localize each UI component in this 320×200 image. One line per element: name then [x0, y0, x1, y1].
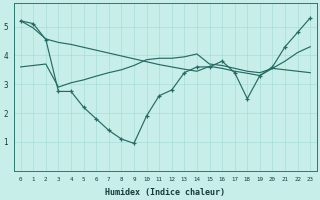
X-axis label: Humidex (Indice chaleur): Humidex (Indice chaleur): [105, 188, 225, 197]
